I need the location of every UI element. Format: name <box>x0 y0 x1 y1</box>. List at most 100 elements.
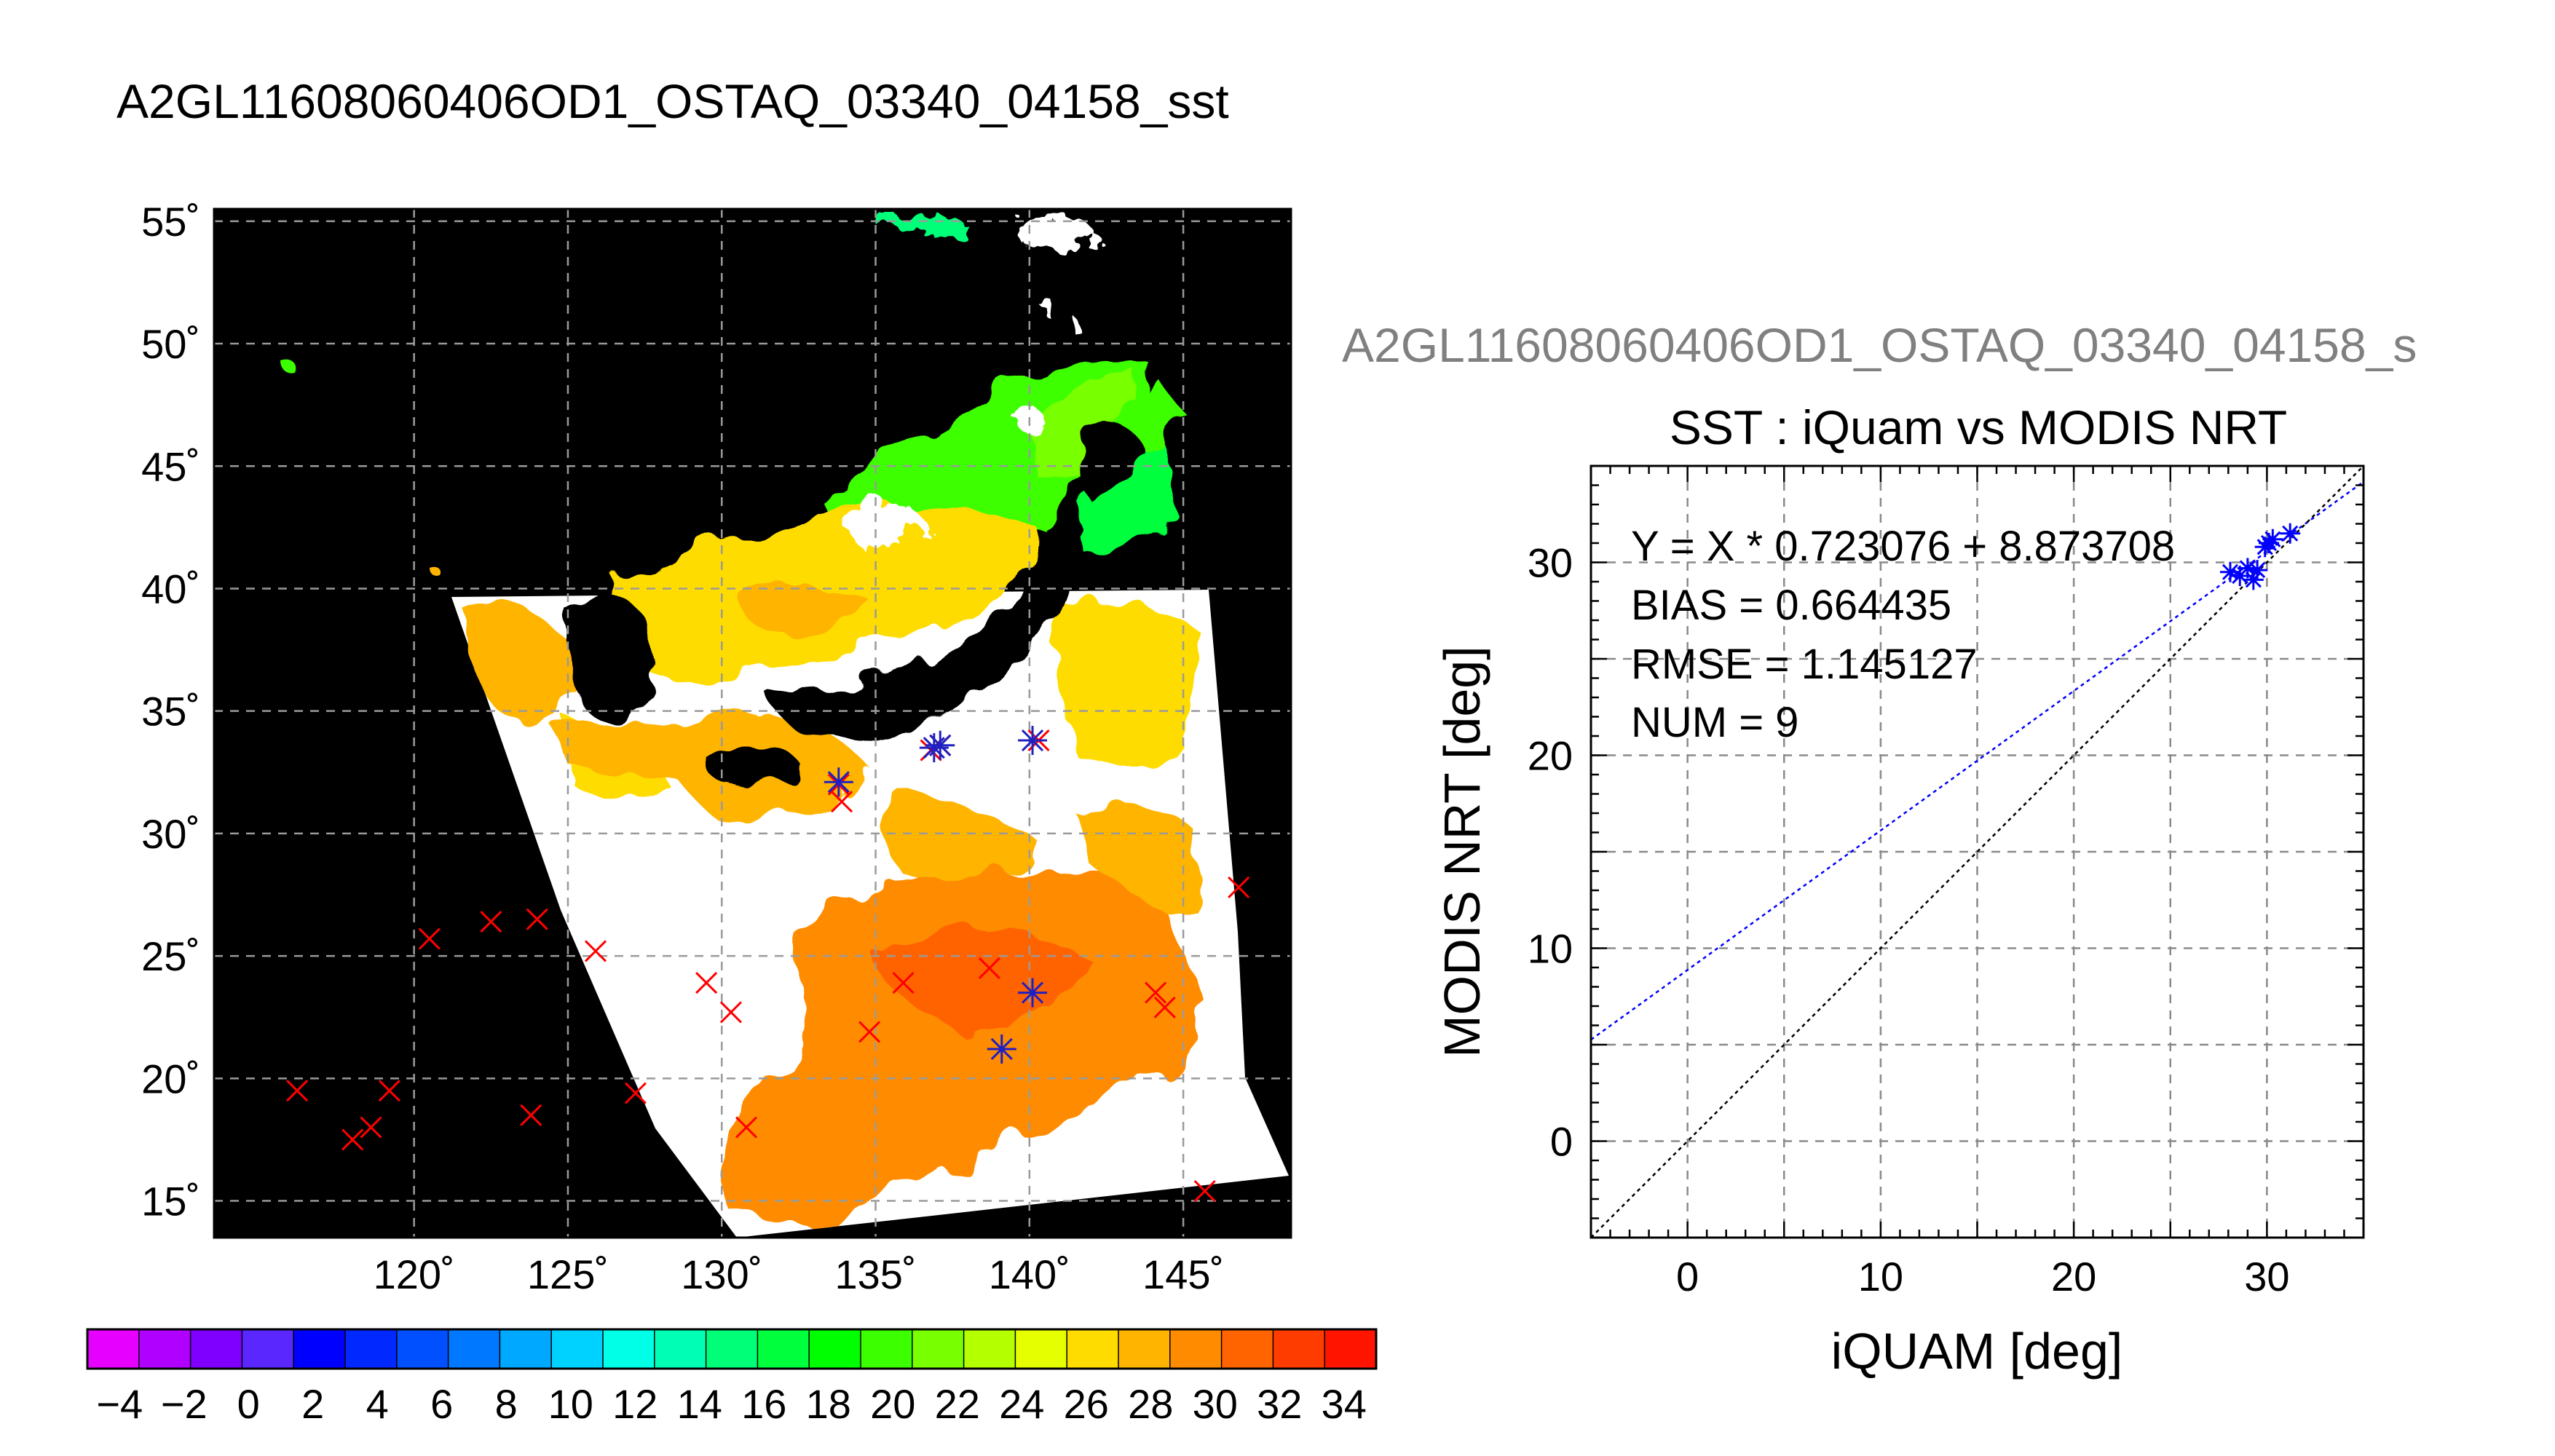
scatter-x-tick-label: 10 <box>1858 1254 1903 1299</box>
sst-map: 55˚ 50˚ 45˚ 40˚ 35˚ 30˚ 25˚ 20˚ 15˚ 120˚ 125˚ 130˚… <box>141 199 1292 1297</box>
scatter-grid <box>1591 466 2364 1238</box>
sst-sea-of-japan-orange <box>740 579 874 636</box>
map-lat-label: 35˚ <box>141 689 200 735</box>
map-point-red <box>520 1104 542 1126</box>
sst-yellow-sea <box>459 602 576 724</box>
map-point-red <box>526 908 548 930</box>
scatter-x-tick-labels: 0 10 20 30 <box>1676 1254 2289 1299</box>
colorbar-cell <box>190 1329 242 1369</box>
scatter-point <box>2280 523 2301 544</box>
map-lat-label: 15˚ <box>141 1179 200 1224</box>
sst-east-orange <box>1070 801 1201 917</box>
map-point-red <box>892 972 915 994</box>
colorbar-tick-label: 6 <box>430 1381 453 1427</box>
map-point-red <box>480 910 502 933</box>
colorbar-cell <box>1067 1329 1119 1369</box>
map-point-red <box>1193 1180 1216 1203</box>
map-point-red <box>978 957 1000 979</box>
colorbar-tick-label: 2 <box>301 1381 324 1427</box>
colorbar-tick-label: 4 <box>366 1381 389 1427</box>
map-lon-label: 130˚ <box>681 1251 762 1297</box>
colorbar-cell <box>138 1329 191 1369</box>
scatter-x-tick-label: 20 <box>2051 1254 2096 1299</box>
map-point-blue <box>987 1034 1016 1064</box>
colorbar-tick-label: 30 <box>1193 1381 1238 1427</box>
colorbar-cell <box>603 1329 655 1369</box>
sst-south-yellow <box>885 786 1041 879</box>
sst-blob-nw <box>280 359 296 373</box>
colorbar-labels: −4 −2 0 2 4 6 8 10 12 14 16 18 20 22 24 26 28 30 32 34 <box>96 1381 1367 1427</box>
map-point-red <box>584 940 607 962</box>
sst-south-orange-b <box>866 928 1092 1034</box>
scatter-x-tick-label: 30 <box>2244 1254 2289 1299</box>
map-point-red <box>695 972 718 994</box>
scatter-plot: 0 10 20 30 0 10 20 30 Y = X * 0.723076 + 8.873… <box>1434 464 2365 1380</box>
colorbar-cell <box>242 1329 294 1369</box>
colorbar-tick-label: 10 <box>548 1381 593 1427</box>
map-lat-label: 25˚ <box>141 933 200 979</box>
colorbar-cell <box>1324 1329 1377 1369</box>
map-point-blue <box>1018 726 1048 756</box>
colorbar-cell <box>1221 1329 1273 1369</box>
colorbar-cell <box>87 1329 140 1369</box>
map-lat-labels: 55˚ 50˚ 45˚ 40˚ 35˚ 30˚ 25˚ 20˚ 15˚ <box>141 199 200 1224</box>
map-point-red <box>378 1080 400 1102</box>
map-grid <box>214 209 1291 1238</box>
map-points <box>286 726 1250 1203</box>
map-frame <box>213 207 1292 1239</box>
map-lat-label: 40˚ <box>141 566 200 612</box>
colorbar-cell <box>448 1329 500 1369</box>
map-point-red <box>360 1116 382 1139</box>
map-lat-label: 55˚ <box>141 199 200 245</box>
colorbar-cell <box>396 1329 449 1369</box>
sst-ecs-orange <box>553 725 743 775</box>
scatter-x-tick-label: 0 <box>1676 1254 1699 1299</box>
scatter-y-tick-label: 10 <box>1528 926 1573 972</box>
map-lat-label: 50˚ <box>141 321 200 367</box>
map-point-blue <box>919 733 949 763</box>
map-point-red <box>1153 996 1176 1018</box>
map-point-red <box>624 1082 647 1104</box>
scatter-top-title: A2GL11608060406OD1_OSTAQ_03340_04158_s <box>1342 318 2417 372</box>
map-lon-labels: 120˚ 125˚ 130˚ 135˚ 140˚ 145˚ <box>374 1251 1225 1297</box>
colorbar-cell <box>1118 1329 1171 1369</box>
map-lon-label: 135˚ <box>834 1251 916 1297</box>
land-sakhalin <box>1049 253 1078 364</box>
map-point-red <box>286 1080 309 1102</box>
colorbar-cell <box>499 1329 552 1369</box>
colorbar-tick-label: 34 <box>1322 1381 1367 1427</box>
colorbar-tick-label: 26 <box>1064 1381 1109 1427</box>
scatter-y-tick-label: 30 <box>1528 540 1573 586</box>
scatter-y-tick-label: 0 <box>1550 1119 1573 1165</box>
map-point-blue <box>824 767 853 797</box>
map-point-red <box>719 1001 742 1024</box>
colorbar-cell <box>293 1329 346 1369</box>
colorbar-tick-label: 12 <box>612 1381 657 1427</box>
scatter-y-label: MODIS NRT [deg] <box>1434 646 1490 1057</box>
colorbar-tick-label: 32 <box>1257 1381 1302 1427</box>
map-point-red <box>341 1128 364 1151</box>
map-point-red <box>858 1021 881 1043</box>
scatter-ticks <box>1591 466 2364 1238</box>
colorbar-tick-label: 16 <box>741 1381 786 1427</box>
scatter-x-label: iQUAM [deg] <box>1831 1323 2123 1380</box>
stat-rmse: RMSE = 1.145127 <box>1631 641 1978 688</box>
colorbar-cell <box>345 1329 398 1369</box>
scatter-title: SST : iQuam vs MODIS NRT <box>1670 400 2287 454</box>
colorbar-cell <box>861 1329 913 1369</box>
map-lat-label: 30˚ <box>141 811 200 857</box>
cloud-north <box>852 502 925 547</box>
colorbar-cell <box>963 1329 1016 1369</box>
land-hokkaido <box>1075 422 1143 502</box>
colorbar-tick-label: 8 <box>495 1381 518 1427</box>
colorbar-cell <box>1273 1329 1325 1369</box>
stat-num: NUM = 9 <box>1631 699 1798 746</box>
colorbar-cell <box>551 1329 604 1369</box>
scatter-y-tick-label: 20 <box>1528 733 1573 779</box>
map-title: A2GL11608060406OD1_OSTAQ_03340_04158_sst <box>117 74 1229 128</box>
map-lat-label: 45˚ <box>141 443 200 489</box>
colorbar-cell <box>706 1329 758 1369</box>
map-point-red <box>418 927 441 950</box>
land-japan-kyushu <box>699 743 808 789</box>
